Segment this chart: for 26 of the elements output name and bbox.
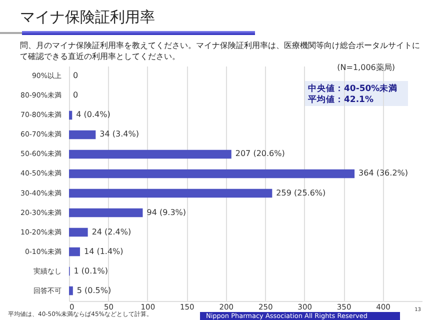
bar [69, 130, 96, 140]
data-label: 14 (1.4%) [84, 246, 124, 256]
bar [69, 110, 72, 120]
data-label: 24 (2.4%) [92, 227, 132, 236]
chart-title: マイナ保険証利用率 [20, 8, 155, 27]
data-label: 259 (25.6%) [276, 188, 326, 198]
chart-subtitle: 問、月のマイナ保険証利用率を教えてください。マイナ保険証利用率は、医療機関等向け総合ポータルサイトにて確認できる直近の利用率としてください。 [20, 40, 420, 62]
bar [69, 150, 232, 159]
data-label: 4 (0.4%) [76, 110, 110, 120]
data-label: 34 (3.4%) [100, 130, 139, 139]
data-label: 5 (0.5%) [76, 286, 112, 295]
bar [69, 188, 272, 198]
data-label: 94 (9.3%) [146, 208, 186, 217]
data-label: 207 (20.6%) [235, 149, 285, 158]
annotation: 中央値：40-50%未満 [308, 83, 398, 95]
data-label: 1 (0.1%) [74, 266, 108, 276]
bar [69, 228, 88, 237]
bar [69, 169, 355, 178]
bar [69, 208, 143, 218]
bar [69, 247, 80, 256]
data-label: 0 [73, 71, 78, 80]
data-label: 0 [73, 90, 78, 100]
bar [69, 286, 73, 296]
data-label: 364 (36.2%) [358, 168, 408, 178]
annotation: (N=1,006薬局) [337, 62, 395, 73]
annotation: 平均値：42.1% [308, 94, 374, 106]
